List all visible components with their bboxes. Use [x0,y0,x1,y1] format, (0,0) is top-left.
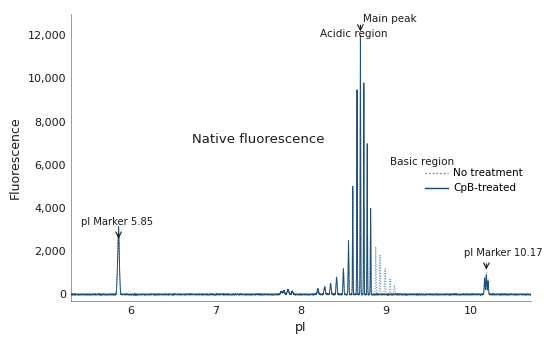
X-axis label: pI: pI [295,321,307,334]
Text: Acidic region: Acidic region [319,29,387,39]
Text: Main peak: Main peak [363,14,417,24]
Text: Basic region: Basic region [390,157,455,167]
Text: pI Marker 5.85: pI Marker 5.85 [82,218,154,227]
Y-axis label: Fluorescence: Fluorescence [9,116,22,199]
Text: Native fluorescence: Native fluorescence [192,133,324,146]
Legend: No treatment, CpB-treated: No treatment, CpB-treated [425,168,523,194]
Text: pI Marker 10.17: pI Marker 10.17 [464,248,543,258]
